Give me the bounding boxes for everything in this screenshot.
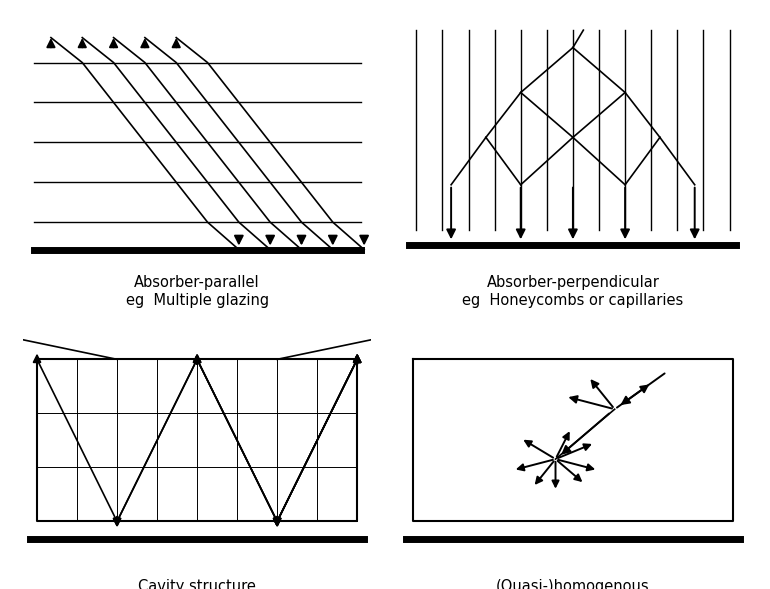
Text: Absorber-parallel: Absorber-parallel <box>134 274 260 290</box>
Text: (Quasi-)homogenous: (Quasi-)homogenous <box>496 579 650 589</box>
Text: Cavity structure: Cavity structure <box>138 579 256 589</box>
Text: eg  Multiple glazing: eg Multiple glazing <box>126 293 269 308</box>
Text: eg  Honeycombs or capillaries: eg Honeycombs or capillaries <box>462 293 684 308</box>
Text: Absorber-perpendicular: Absorber-perpendicular <box>487 274 659 290</box>
